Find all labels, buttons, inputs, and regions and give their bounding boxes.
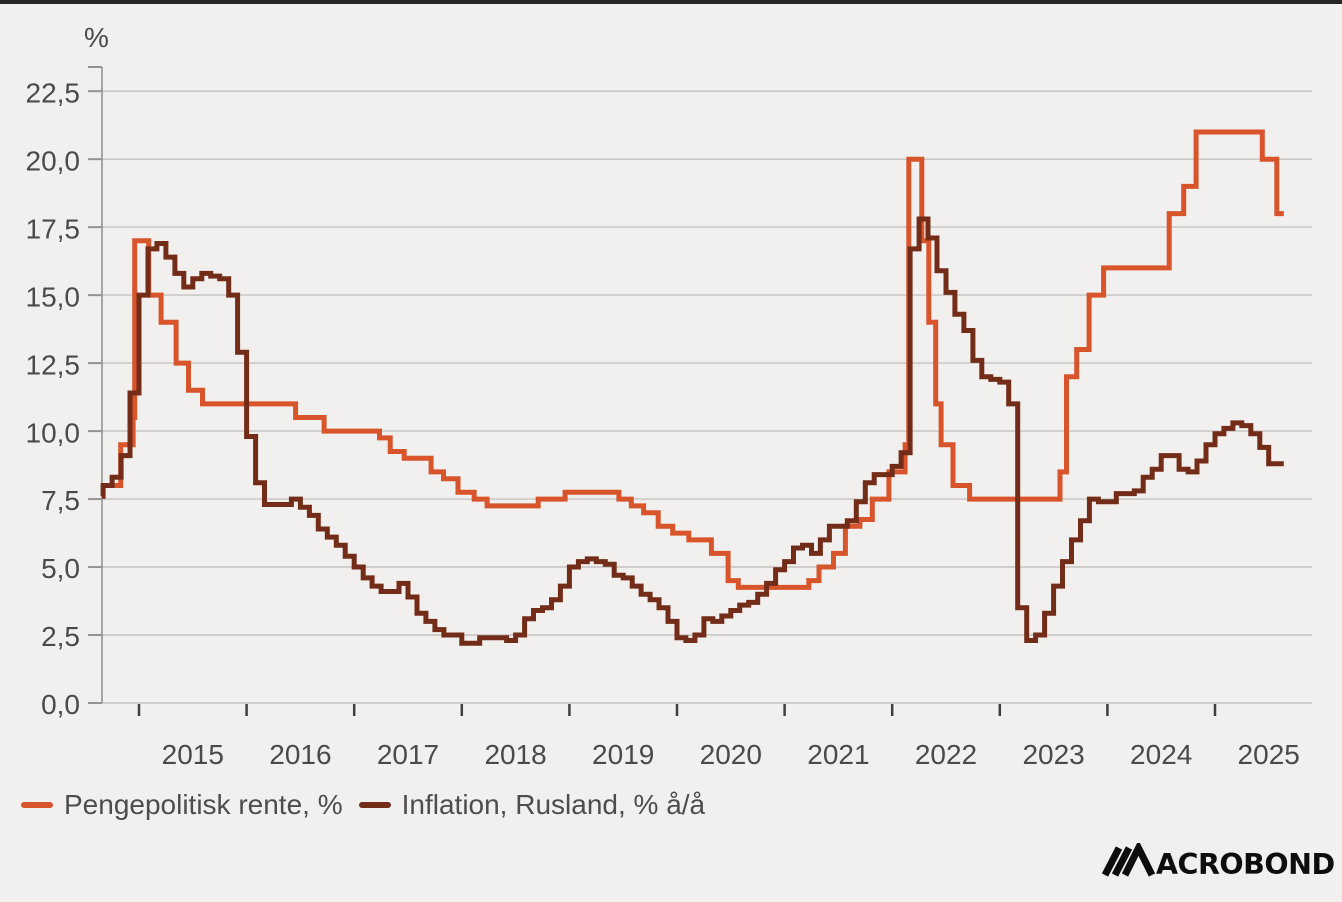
x-tick-label: 2015: [162, 739, 224, 770]
series-policy-rate-line: [102, 129, 1284, 590]
legend-item-inflation: Inflation, Rusland, % å/å: [358, 789, 706, 821]
y-tick-label: 7,5: [41, 485, 80, 516]
x-tick-label: 2016: [269, 739, 331, 770]
legend-swatch-policy-rate: [21, 802, 53, 808]
series-inflation-line: [100, 216, 1284, 646]
y-tick-label: 0,0: [41, 689, 80, 720]
y-tick-label: 5,0: [41, 553, 80, 584]
y-tick-label: 12,5: [26, 349, 81, 380]
y-tick-label: 10,0: [26, 417, 81, 448]
x-tick-label: 2019: [592, 739, 654, 770]
x-tick-label: 2023: [1022, 739, 1084, 770]
legend-label-inflation: Inflation, Rusland, % å/å: [401, 789, 706, 820]
legend-label-policy-rate: Pengepolitisk rente, %: [64, 789, 343, 820]
legend-item-policy-rate: Pengepolitisk rente, %: [21, 789, 343, 821]
macrobond-logo-text: ACROBOND: [1156, 848, 1335, 879]
legend-swatch-inflation: [358, 802, 391, 808]
top-border: [0, 0, 1342, 4]
y-tick-label: 2,5: [41, 621, 80, 652]
macrobond-logo-m-icon: [1101, 840, 1156, 877]
x-tick-label: 2018: [484, 739, 546, 770]
legend: Pengepolitisk rente, % Inflation, Ruslan…: [21, 789, 721, 821]
x-tick-label: 2017: [377, 739, 439, 770]
y-tick-label: 20,0: [26, 145, 81, 176]
y-tick-label: 17,5: [26, 213, 81, 244]
macrobond-logo: ACROBOND: [1100, 840, 1340, 881]
x-tick-label: 2022: [915, 739, 977, 770]
x-tick-label: 2021: [807, 739, 869, 770]
y-axis-unit-label: %: [84, 22, 109, 53]
x-tick-label: 2024: [1130, 739, 1192, 770]
y-tick-label: 15,0: [26, 281, 81, 312]
y-tick-label: 22,5: [26, 77, 81, 108]
x-tick-label: 2025: [1238, 739, 1300, 770]
x-tick-label: 2020: [700, 739, 762, 770]
